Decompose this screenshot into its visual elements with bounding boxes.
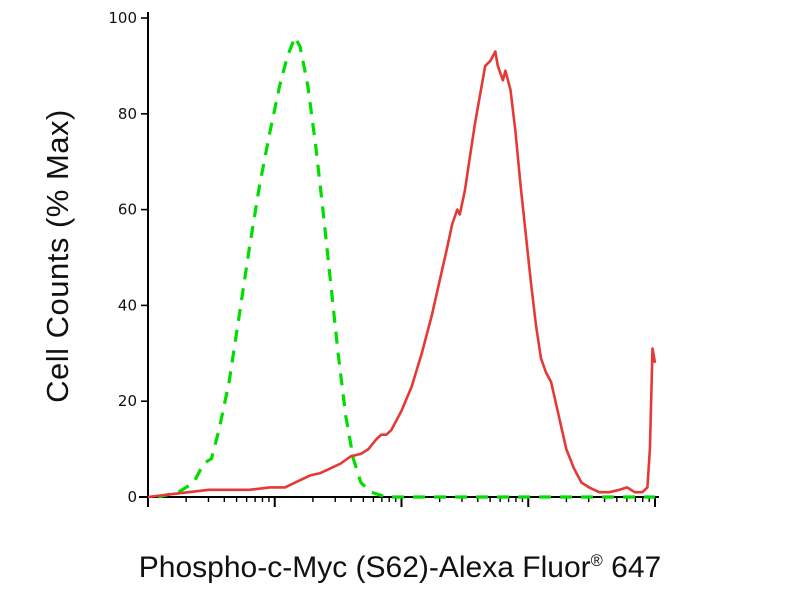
y-axis-title: Cell Counts (% Max)	[40, 109, 75, 403]
y-tick-label: 60	[118, 201, 137, 219]
y-axis-ticks: 0 20 40 60 80 100	[108, 9, 148, 506]
axes	[139, 12, 659, 498]
green-dashed-control	[157, 35, 655, 499]
red-solid-sample	[147, 50, 657, 499]
y-tick-label: 40	[118, 296, 137, 314]
x-axis-title: Phospho-c-Myc (S62)-Alexa Fluor® 647	[0, 551, 800, 585]
y-tick-label: 80	[118, 105, 137, 123]
x-axis-title-tail: 647	[602, 551, 662, 584]
x-axis-ticks	[147, 497, 656, 507]
y-tick-label: 0	[127, 488, 137, 506]
y-tick-label: 20	[118, 392, 137, 410]
y-tick-label: 100	[108, 9, 137, 27]
registered-trademark-symbol: ®	[590, 552, 603, 570]
x-axis-title-main: Phospho-c-Myc (S62)-Alexa Fluor	[138, 551, 591, 584]
